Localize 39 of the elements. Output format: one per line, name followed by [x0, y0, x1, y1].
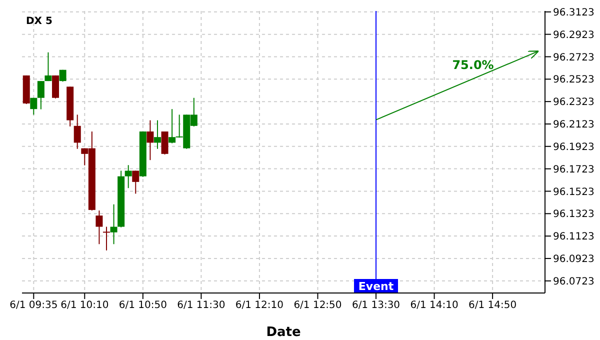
y-tick-label: 96.2323: [553, 97, 594, 108]
y-tick-label: 96.2123: [553, 120, 594, 131]
candlestick: [96, 210, 103, 245]
y-tick-label: 96.2723: [553, 52, 594, 64]
x-axis-title: Date: [266, 325, 301, 340]
candlestick: [110, 204, 118, 245]
y-tick-label: 96.1323: [553, 209, 594, 220]
candlestick: [161, 130, 168, 155]
candlestick: [37, 80, 44, 110]
annotation: 75.0%: [452, 58, 494, 72]
candlestick: [74, 114, 81, 150]
x-tick-label: 6/1 14:10: [410, 300, 458, 312]
x-tick-label: 6/1 14:50: [468, 300, 517, 312]
x-tick-label: 6/1 12:50: [294, 300, 342, 312]
x-tick-label: 6/1 12:10: [235, 300, 284, 312]
text: DX 5: [26, 16, 52, 27]
x-tick-label: 6/1 11:30: [177, 300, 226, 312]
x-tick-label: 6/1 09:35: [10, 300, 58, 312]
y-tick-label: 96.1523: [553, 186, 594, 198]
candlestick: [102, 226, 110, 251]
candlestick: [30, 97, 38, 116]
y-tick-label: 96.1923: [553, 142, 594, 153]
y-tick-label: 96.2523: [553, 74, 594, 86]
candlestick: [146, 120, 154, 161]
candlestick: [44, 52, 52, 82]
y-tick-label: 96.1123: [553, 232, 594, 243]
x-tick-label: 6/1 10:10: [60, 300, 109, 312]
candlestick: [132, 170, 140, 194]
candlestick: [124, 164, 132, 189]
ref-line-label: Event: [358, 280, 394, 293]
x-tick-label: 6/1 13:30: [352, 300, 400, 312]
y-tick-label: 96.1723: [553, 164, 594, 176]
y-tick-label: 96.3123: [553, 7, 594, 18]
candlestick: [52, 74, 60, 99]
x-tick-label: 6/1 10:50: [118, 300, 167, 312]
y-tick-label: 96.0723: [553, 276, 594, 288]
y-tick-label: 96.2923: [553, 30, 594, 41]
y-tick-label: 96.0923: [553, 254, 594, 266]
candlestick: [154, 120, 161, 150]
